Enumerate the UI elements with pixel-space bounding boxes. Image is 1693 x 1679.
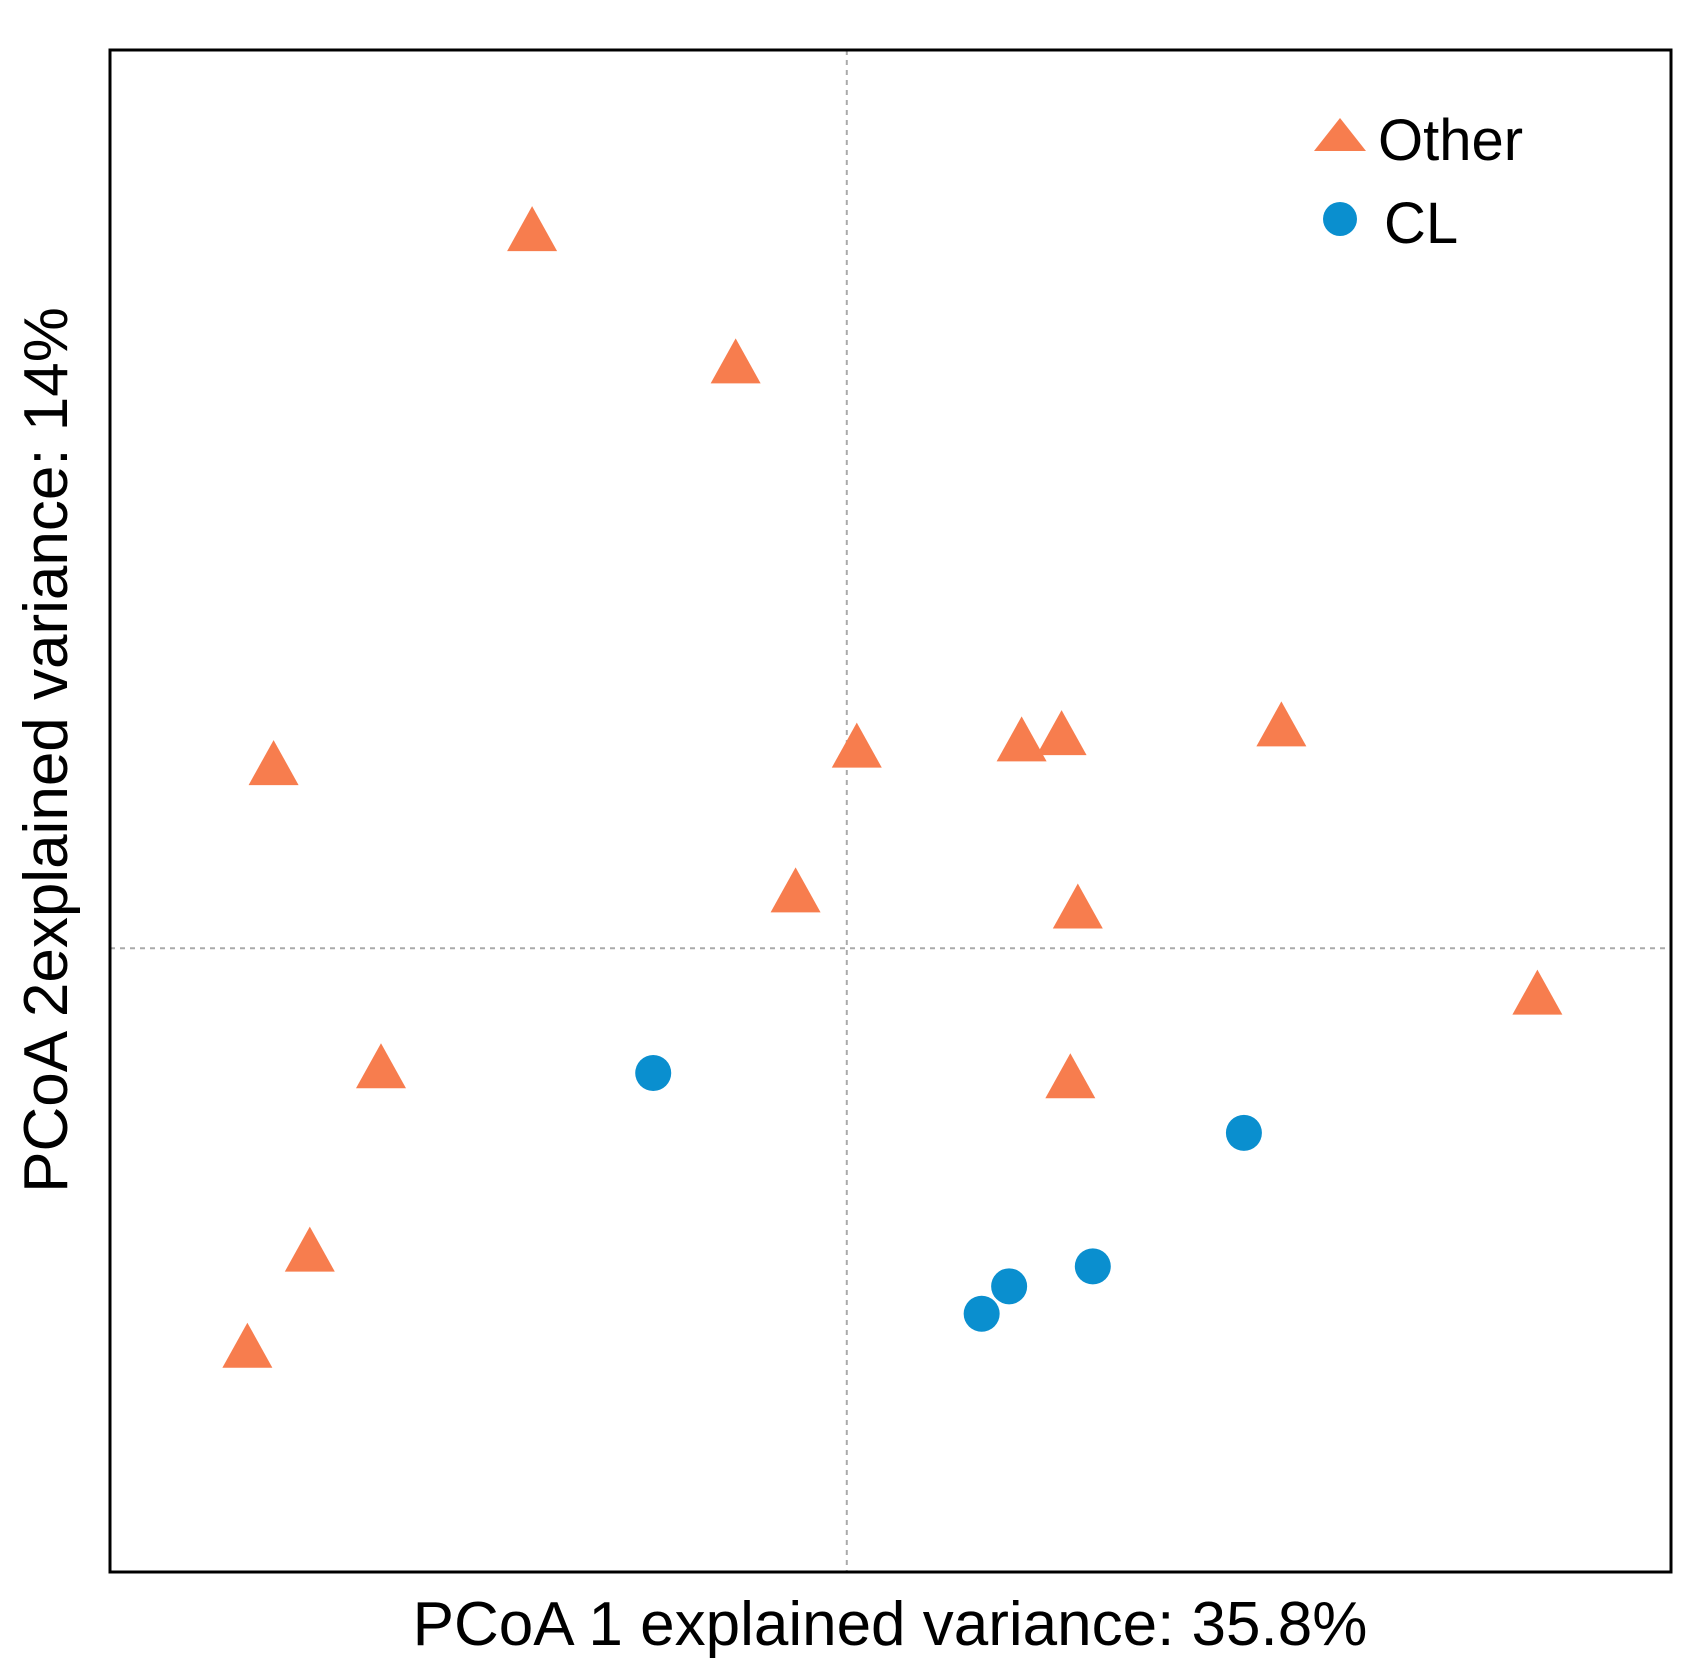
point-other-2 — [710, 338, 761, 384]
point-other-12 — [1045, 1053, 1096, 1099]
point-cl-1 — [635, 1054, 672, 1091]
point-other-5 — [996, 716, 1047, 762]
legend-label-cl: CL — [1384, 191, 1458, 256]
y-axis-title: PCoA 2explained variance: 14% — [12, 307, 81, 1193]
point-other-6 — [1036, 710, 1087, 756]
x-axis-title: PCoA 1 explained variance: 35.8% — [413, 1590, 1368, 1659]
legend-cl-circle-icon — [1323, 202, 1357, 236]
point-other-9 — [1052, 883, 1103, 929]
data-points — [222, 206, 1563, 1368]
plot-area — [108, 48, 1673, 1574]
point-other-11 — [355, 1043, 406, 1089]
point-other-1 — [507, 206, 558, 252]
point-other-8 — [770, 867, 821, 913]
point-cl-5 — [963, 1295, 1000, 1332]
legend: Other CL — [1314, 108, 1523, 256]
point-cl-2 — [1225, 1114, 1262, 1151]
plot-frame — [108, 48, 1673, 1574]
point-cl-4 — [991, 1268, 1028, 1305]
point-other-13 — [284, 1226, 335, 1272]
legend-label-other: Other — [1378, 108, 1523, 173]
legend-other-triangle-icon — [1314, 118, 1366, 151]
point-other-14 — [222, 1322, 273, 1368]
point-other-10 — [1512, 969, 1563, 1015]
point-other-3 — [248, 740, 299, 786]
point-cl-3 — [1074, 1248, 1111, 1285]
point-other-4 — [831, 722, 882, 768]
point-other-7 — [1256, 701, 1307, 747]
